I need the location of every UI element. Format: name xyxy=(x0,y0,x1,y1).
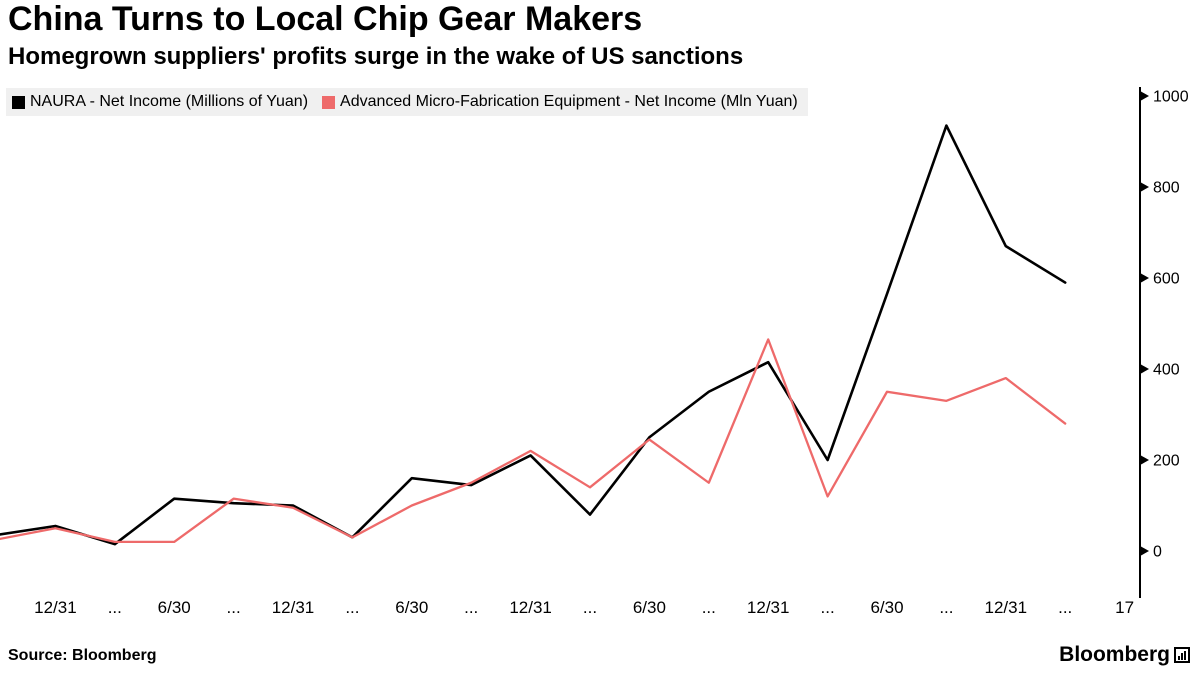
bloomberg-logo: Bloomberg xyxy=(1059,643,1190,667)
x-tick-label: 6/30 xyxy=(870,598,903,617)
y-tick-marker xyxy=(1141,182,1149,192)
y-tick-label: 0 xyxy=(1153,544,1162,561)
y-tick-label: 800 xyxy=(1153,180,1180,197)
y-tick-marker xyxy=(1141,273,1149,283)
x-tick-label: 6/30 xyxy=(633,598,666,617)
x-tick-label: ... xyxy=(1058,598,1072,617)
y-tick-marker xyxy=(1141,455,1149,465)
naura-legend-swatch xyxy=(12,95,25,109)
legend-label-naura: NAURA - Net Income (Millions of Yuan) xyxy=(30,93,309,110)
page-subtitle: Homegrown suppliers' profits surge in th… xyxy=(8,43,744,70)
x-tick-label: 12/31 xyxy=(985,598,1028,617)
x-tick-label: ... xyxy=(939,598,953,617)
x-tick-label: ... xyxy=(345,598,359,617)
chart-area: NAURA - Net Income (Millions of Yuan) Ad… xyxy=(0,82,1200,627)
x-tick-label: ... xyxy=(821,598,835,617)
y-tick-marker xyxy=(1141,91,1149,101)
x-tick-label: 12/31 xyxy=(34,598,77,617)
legend-item-amec: Advanced Micro-Fabrication Equipment - N… xyxy=(322,93,798,111)
x-tick-label: ... xyxy=(464,598,478,617)
x-tick-label: 12/31 xyxy=(272,598,315,617)
legend-label-amec: Advanced Micro-Fabrication Equipment - N… xyxy=(340,93,798,110)
x-tick-label: ... xyxy=(108,598,122,617)
page-title: China Turns to Local Chip Gear Makers xyxy=(8,0,643,38)
x-tick-label: 12/31 xyxy=(509,598,552,617)
footer: Source: Bloomberg Bloomberg xyxy=(0,641,1200,667)
x-tick-label: 6/30 xyxy=(395,598,428,617)
x-tick-label: 12/31 xyxy=(747,598,790,617)
x-tick-label: ... xyxy=(227,598,241,617)
bloomberg-terminal-icon xyxy=(1174,647,1190,663)
y-tick-marker xyxy=(1141,546,1149,556)
y-tick-label: 200 xyxy=(1153,453,1180,470)
legend-item-naura: NAURA - Net Income (Millions of Yuan) xyxy=(12,93,308,111)
naura-line xyxy=(0,124,1067,546)
amec-legend-swatch xyxy=(322,95,336,109)
x-tick-label: 6/30 xyxy=(158,598,191,617)
line-chart: 0 200 400 600 800 1000 12/31... 6/30... 12/31...… xyxy=(0,87,1189,617)
chart-legend: NAURA - Net Income (Millions of Yuan) Ad… xyxy=(6,88,808,116)
amec-line xyxy=(0,338,1067,544)
x-tick-label: ... xyxy=(702,598,716,617)
y-tick-label: 1000 xyxy=(1153,89,1189,106)
x-tick-label: ... xyxy=(583,598,597,617)
x-tick-label: 17 xyxy=(1115,598,1134,617)
y-tick-marker xyxy=(1141,364,1149,374)
y-tick-label: 600 xyxy=(1153,271,1180,288)
y-tick-label: 400 xyxy=(1153,362,1180,379)
bloomberg-wordmark: Bloomberg xyxy=(1059,643,1170,666)
source-label: Source: Bloomberg xyxy=(8,647,157,664)
